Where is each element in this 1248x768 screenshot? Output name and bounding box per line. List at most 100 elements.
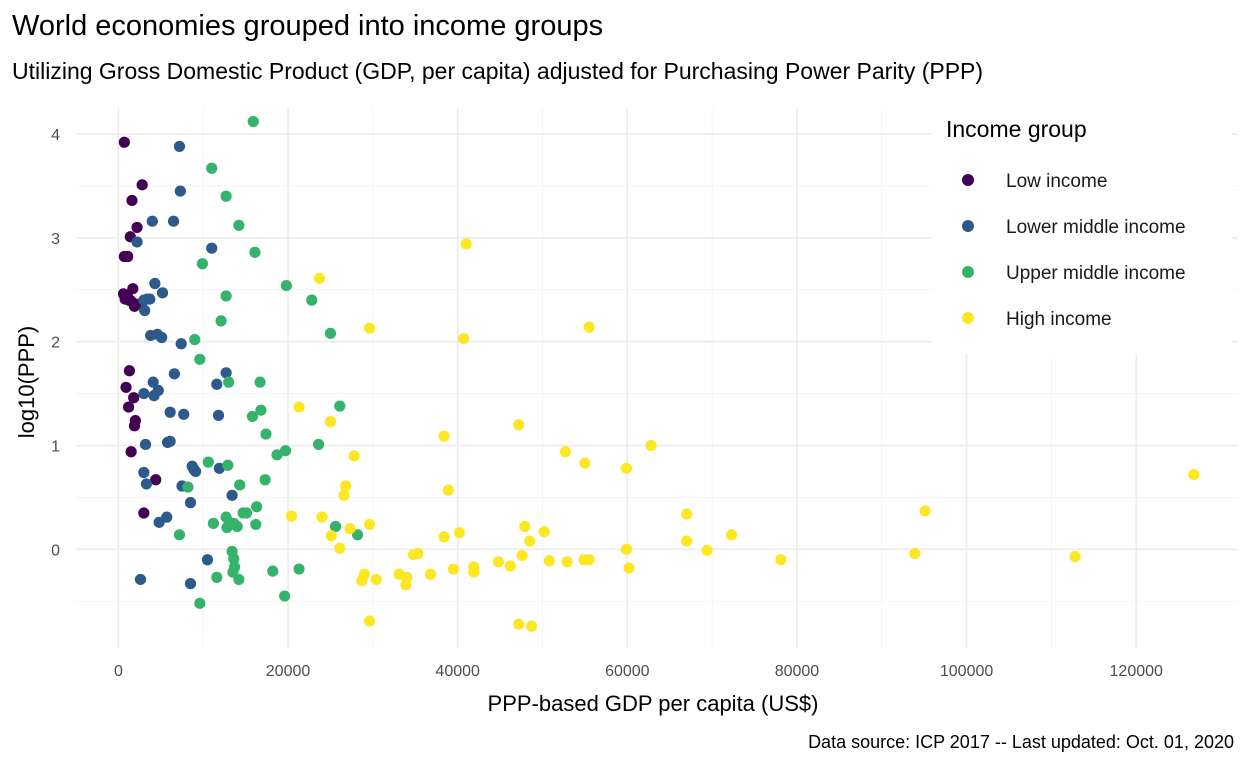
data-point [400, 579, 412, 591]
data-point [125, 446, 137, 458]
data-point [260, 428, 272, 440]
data-point [168, 368, 180, 380]
data-point [173, 140, 186, 153]
chart-title: World economies grouped into income grou… [12, 10, 604, 42]
data-point [156, 287, 169, 299]
data-point [254, 376, 266, 388]
data-point [438, 531, 450, 543]
series-low-income [117, 136, 162, 519]
data-point [140, 478, 152, 490]
data-point [167, 215, 180, 227]
data-point [919, 505, 931, 517]
legend-title: Income group [946, 116, 1087, 142]
data-point [215, 315, 227, 327]
data-point [178, 408, 190, 420]
data-point [324, 327, 337, 339]
data-point [184, 497, 197, 509]
data-point [251, 501, 263, 513]
data-point [233, 573, 245, 586]
legend-label: High income [1006, 309, 1112, 330]
data-point [701, 544, 713, 556]
legend-background [932, 104, 1232, 354]
data-point [228, 553, 240, 565]
data-point [128, 420, 141, 432]
legend: Income group Low income Lower middle inco… [946, 116, 1186, 330]
data-point [325, 530, 337, 542]
data-point [909, 547, 921, 560]
data-point [356, 574, 368, 587]
data-point [519, 520, 531, 533]
data-point [271, 449, 283, 461]
data-point [645, 439, 657, 452]
data-point [173, 529, 186, 541]
legend-label: Upper middle income [1006, 263, 1186, 284]
data-point [363, 322, 376, 334]
data-point [131, 236, 143, 248]
data-point [138, 507, 150, 519]
y-tick-label: 4 [51, 127, 60, 144]
data-point [525, 620, 538, 632]
data-point [220, 367, 232, 379]
data-point [194, 353, 206, 365]
data-point [583, 554, 595, 566]
series-upper-middle-income [173, 115, 364, 609]
legend-key [962, 266, 974, 278]
data-point [279, 445, 292, 457]
data-point [138, 387, 150, 400]
data-point [468, 566, 480, 578]
data-point [681, 535, 693, 547]
x-tick-label: 60000 [605, 663, 650, 680]
data-point [220, 290, 232, 302]
y-axis-ticks: 0 1 2 3 4 [51, 127, 60, 559]
data-point [156, 331, 168, 344]
data-point [313, 272, 326, 284]
legend-key [962, 174, 974, 186]
data-point [424, 568, 437, 580]
data-point [249, 246, 261, 258]
data-point [150, 474, 162, 486]
data-point [338, 489, 350, 501]
data-point [120, 381, 132, 393]
data-point [231, 520, 243, 533]
data-point [293, 563, 305, 575]
data-point [458, 332, 470, 345]
data-point [126, 194, 138, 207]
data-point [222, 459, 234, 471]
data-point [149, 277, 161, 290]
data-point [620, 462, 633, 474]
data-point [121, 290, 133, 302]
data-point [681, 508, 693, 520]
data-point [1188, 468, 1200, 481]
data-point [583, 321, 595, 333]
x-tick-label: 0 [114, 663, 123, 680]
data-point [460, 238, 472, 250]
data-point [189, 465, 202, 478]
data-point [329, 520, 342, 533]
data-point [134, 573, 147, 586]
data-point [316, 511, 328, 523]
data-point [279, 590, 291, 602]
x-tick-label: 40000 [435, 663, 480, 680]
data-point [516, 549, 528, 562]
data-point [128, 392, 140, 404]
series-lower-middle-income [131, 140, 238, 590]
data-point [234, 479, 246, 491]
data-point [255, 404, 267, 416]
data-point [726, 529, 738, 541]
data-point [122, 250, 134, 263]
data-point [138, 466, 150, 479]
data-point [438, 430, 450, 442]
data-point [175, 338, 187, 350]
data-point [524, 535, 536, 547]
data-point [194, 597, 206, 609]
data-point [164, 406, 176, 418]
data-point [620, 543, 633, 555]
data-point [220, 190, 232, 202]
data-point [184, 578, 197, 590]
data-point [334, 542, 346, 554]
data-point [1069, 551, 1081, 563]
data-point [164, 435, 176, 447]
data-point [334, 400, 346, 412]
legend-label: Low income [1006, 171, 1107, 192]
y-tick-label: 2 [51, 335, 60, 352]
